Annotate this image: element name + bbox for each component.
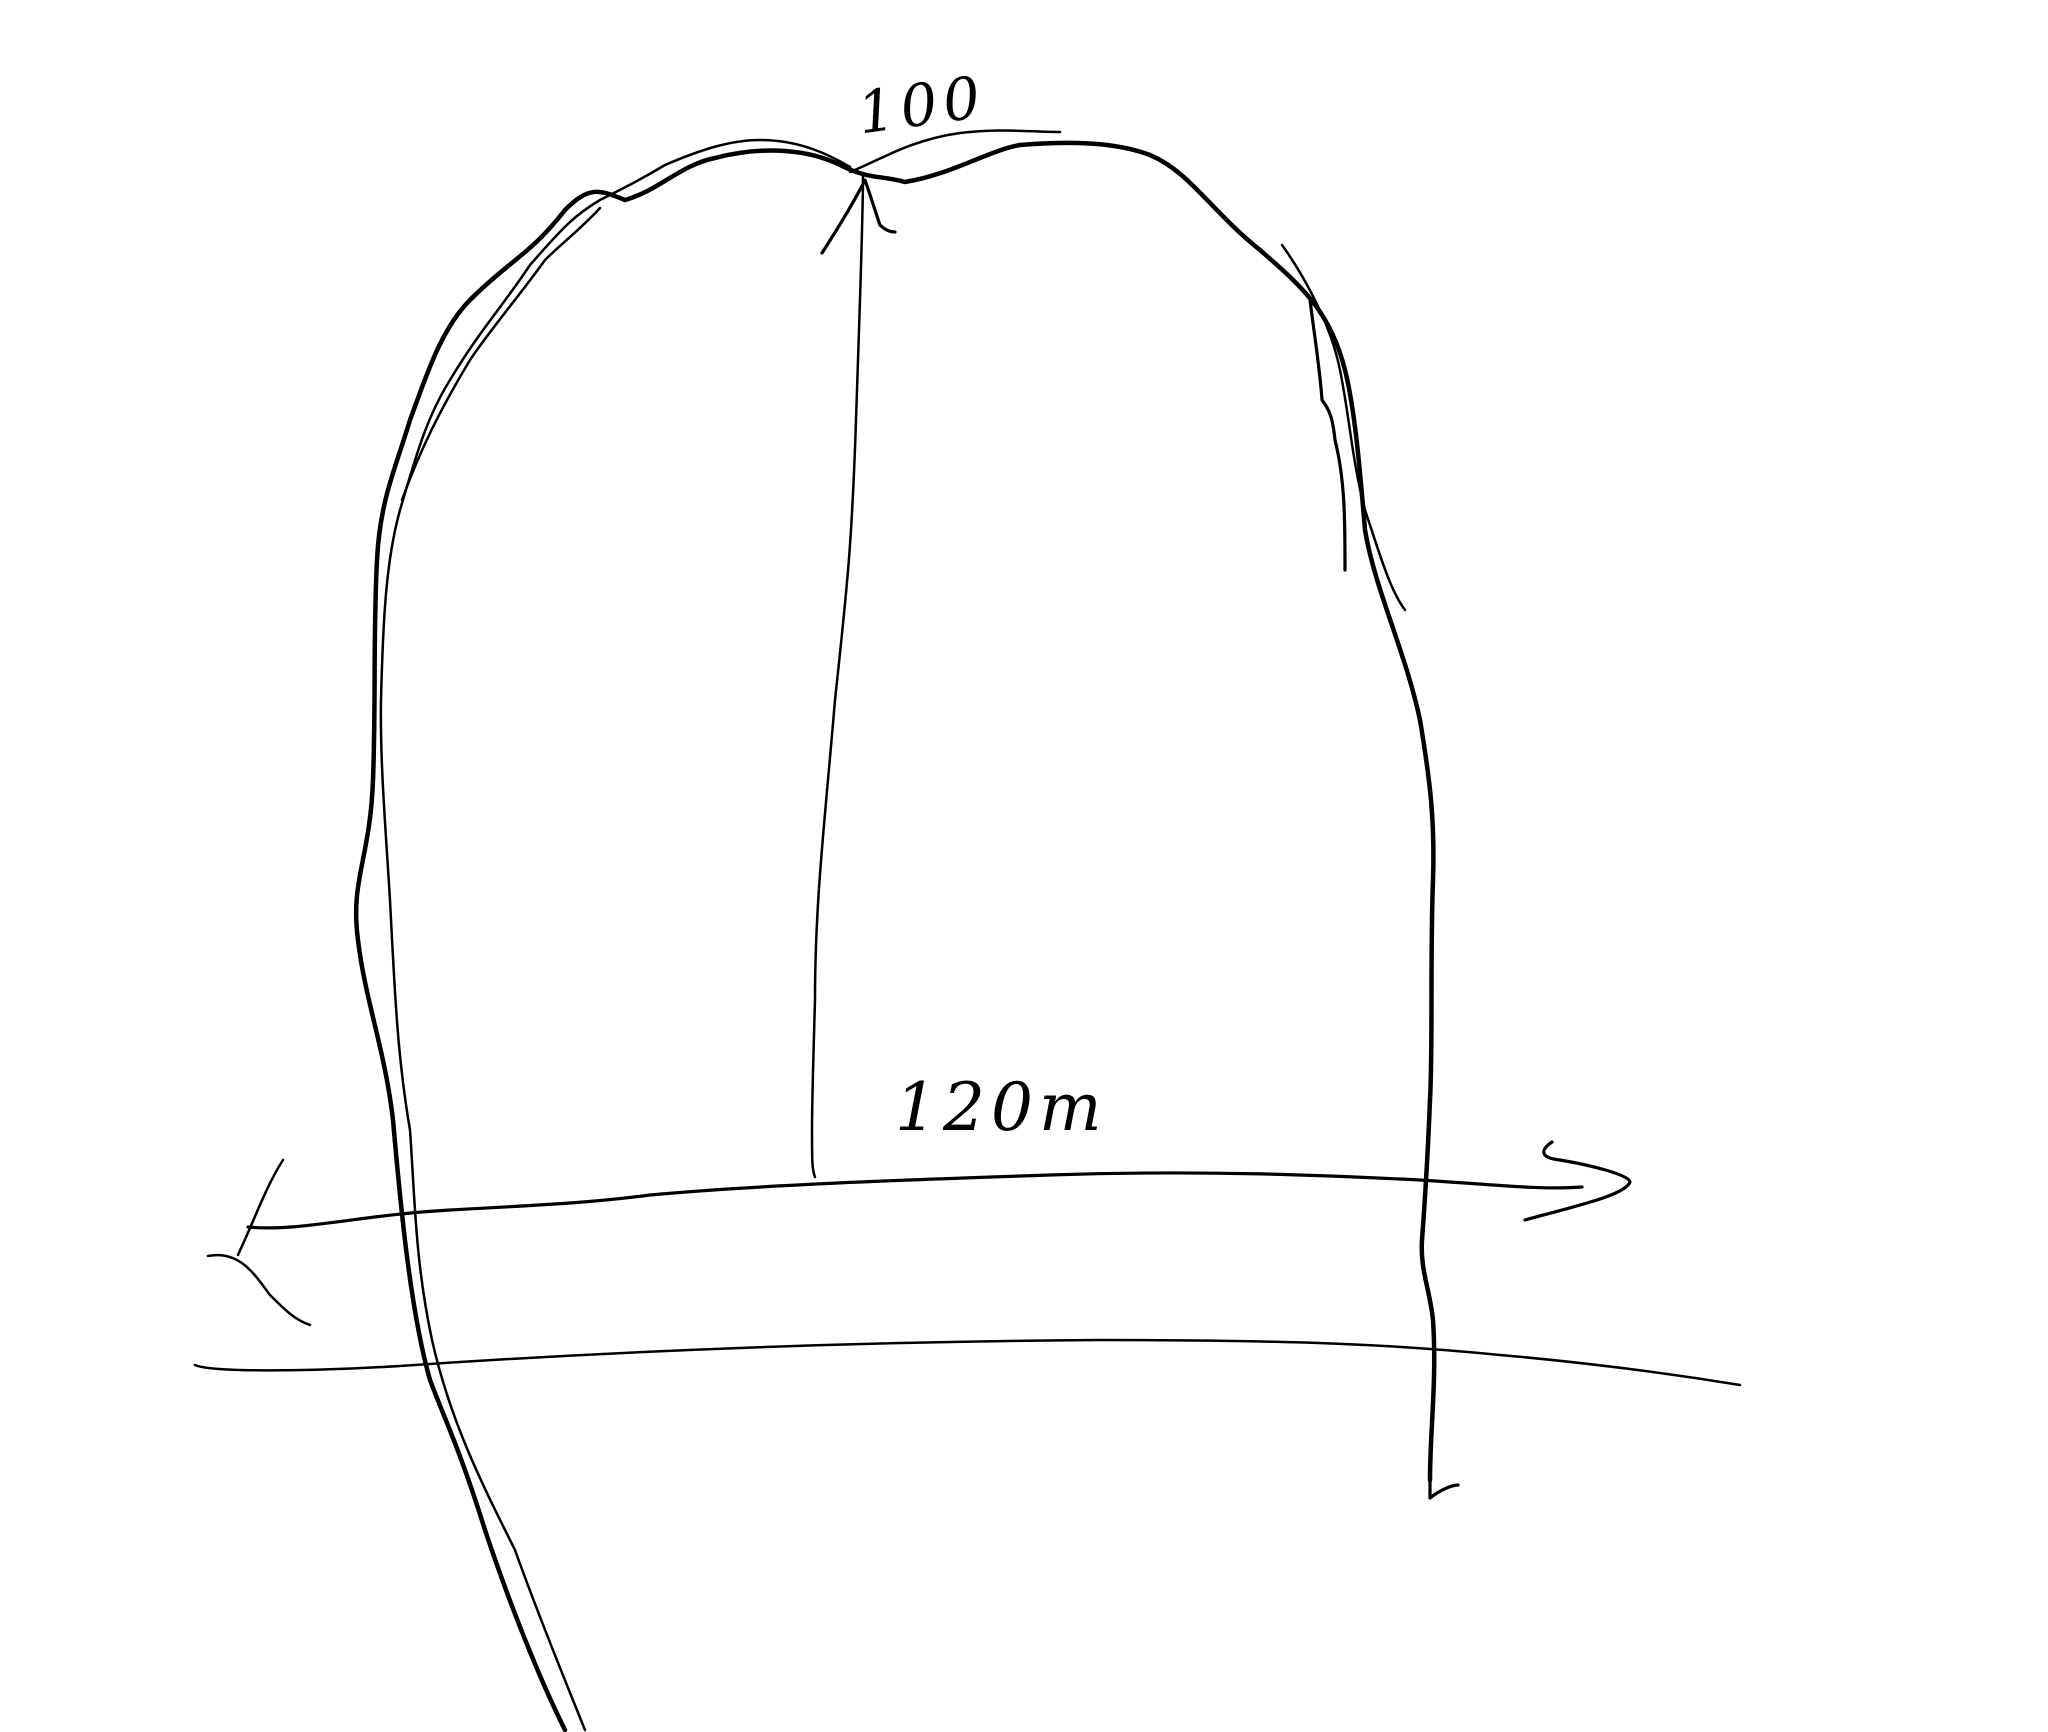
height-line	[810, 173, 865, 1179]
width-label: 120m	[895, 1069, 1108, 1146]
width-arrow-right	[1523, 1140, 1632, 1222]
height-arrowhead	[820, 178, 897, 255]
arch-outline-left-upper	[400, 206, 602, 502]
width-arrow-left	[236, 1158, 285, 1257]
right-leg-foot	[1428, 1478, 1460, 1500]
arch-outline-inner	[379, 138, 852, 1732]
width-line	[246, 1171, 1584, 1230]
left-swoosh	[206, 1253, 312, 1327]
top-curve-extension	[848, 129, 1062, 174]
arch-outline-outer	[353, 140, 1437, 1732]
ground-line	[193, 1338, 1742, 1387]
arch-outline-right-inner	[1308, 298, 1347, 572]
height-label: 100	[853, 62, 990, 147]
arch-outline-right-outer	[1280, 243, 1407, 612]
